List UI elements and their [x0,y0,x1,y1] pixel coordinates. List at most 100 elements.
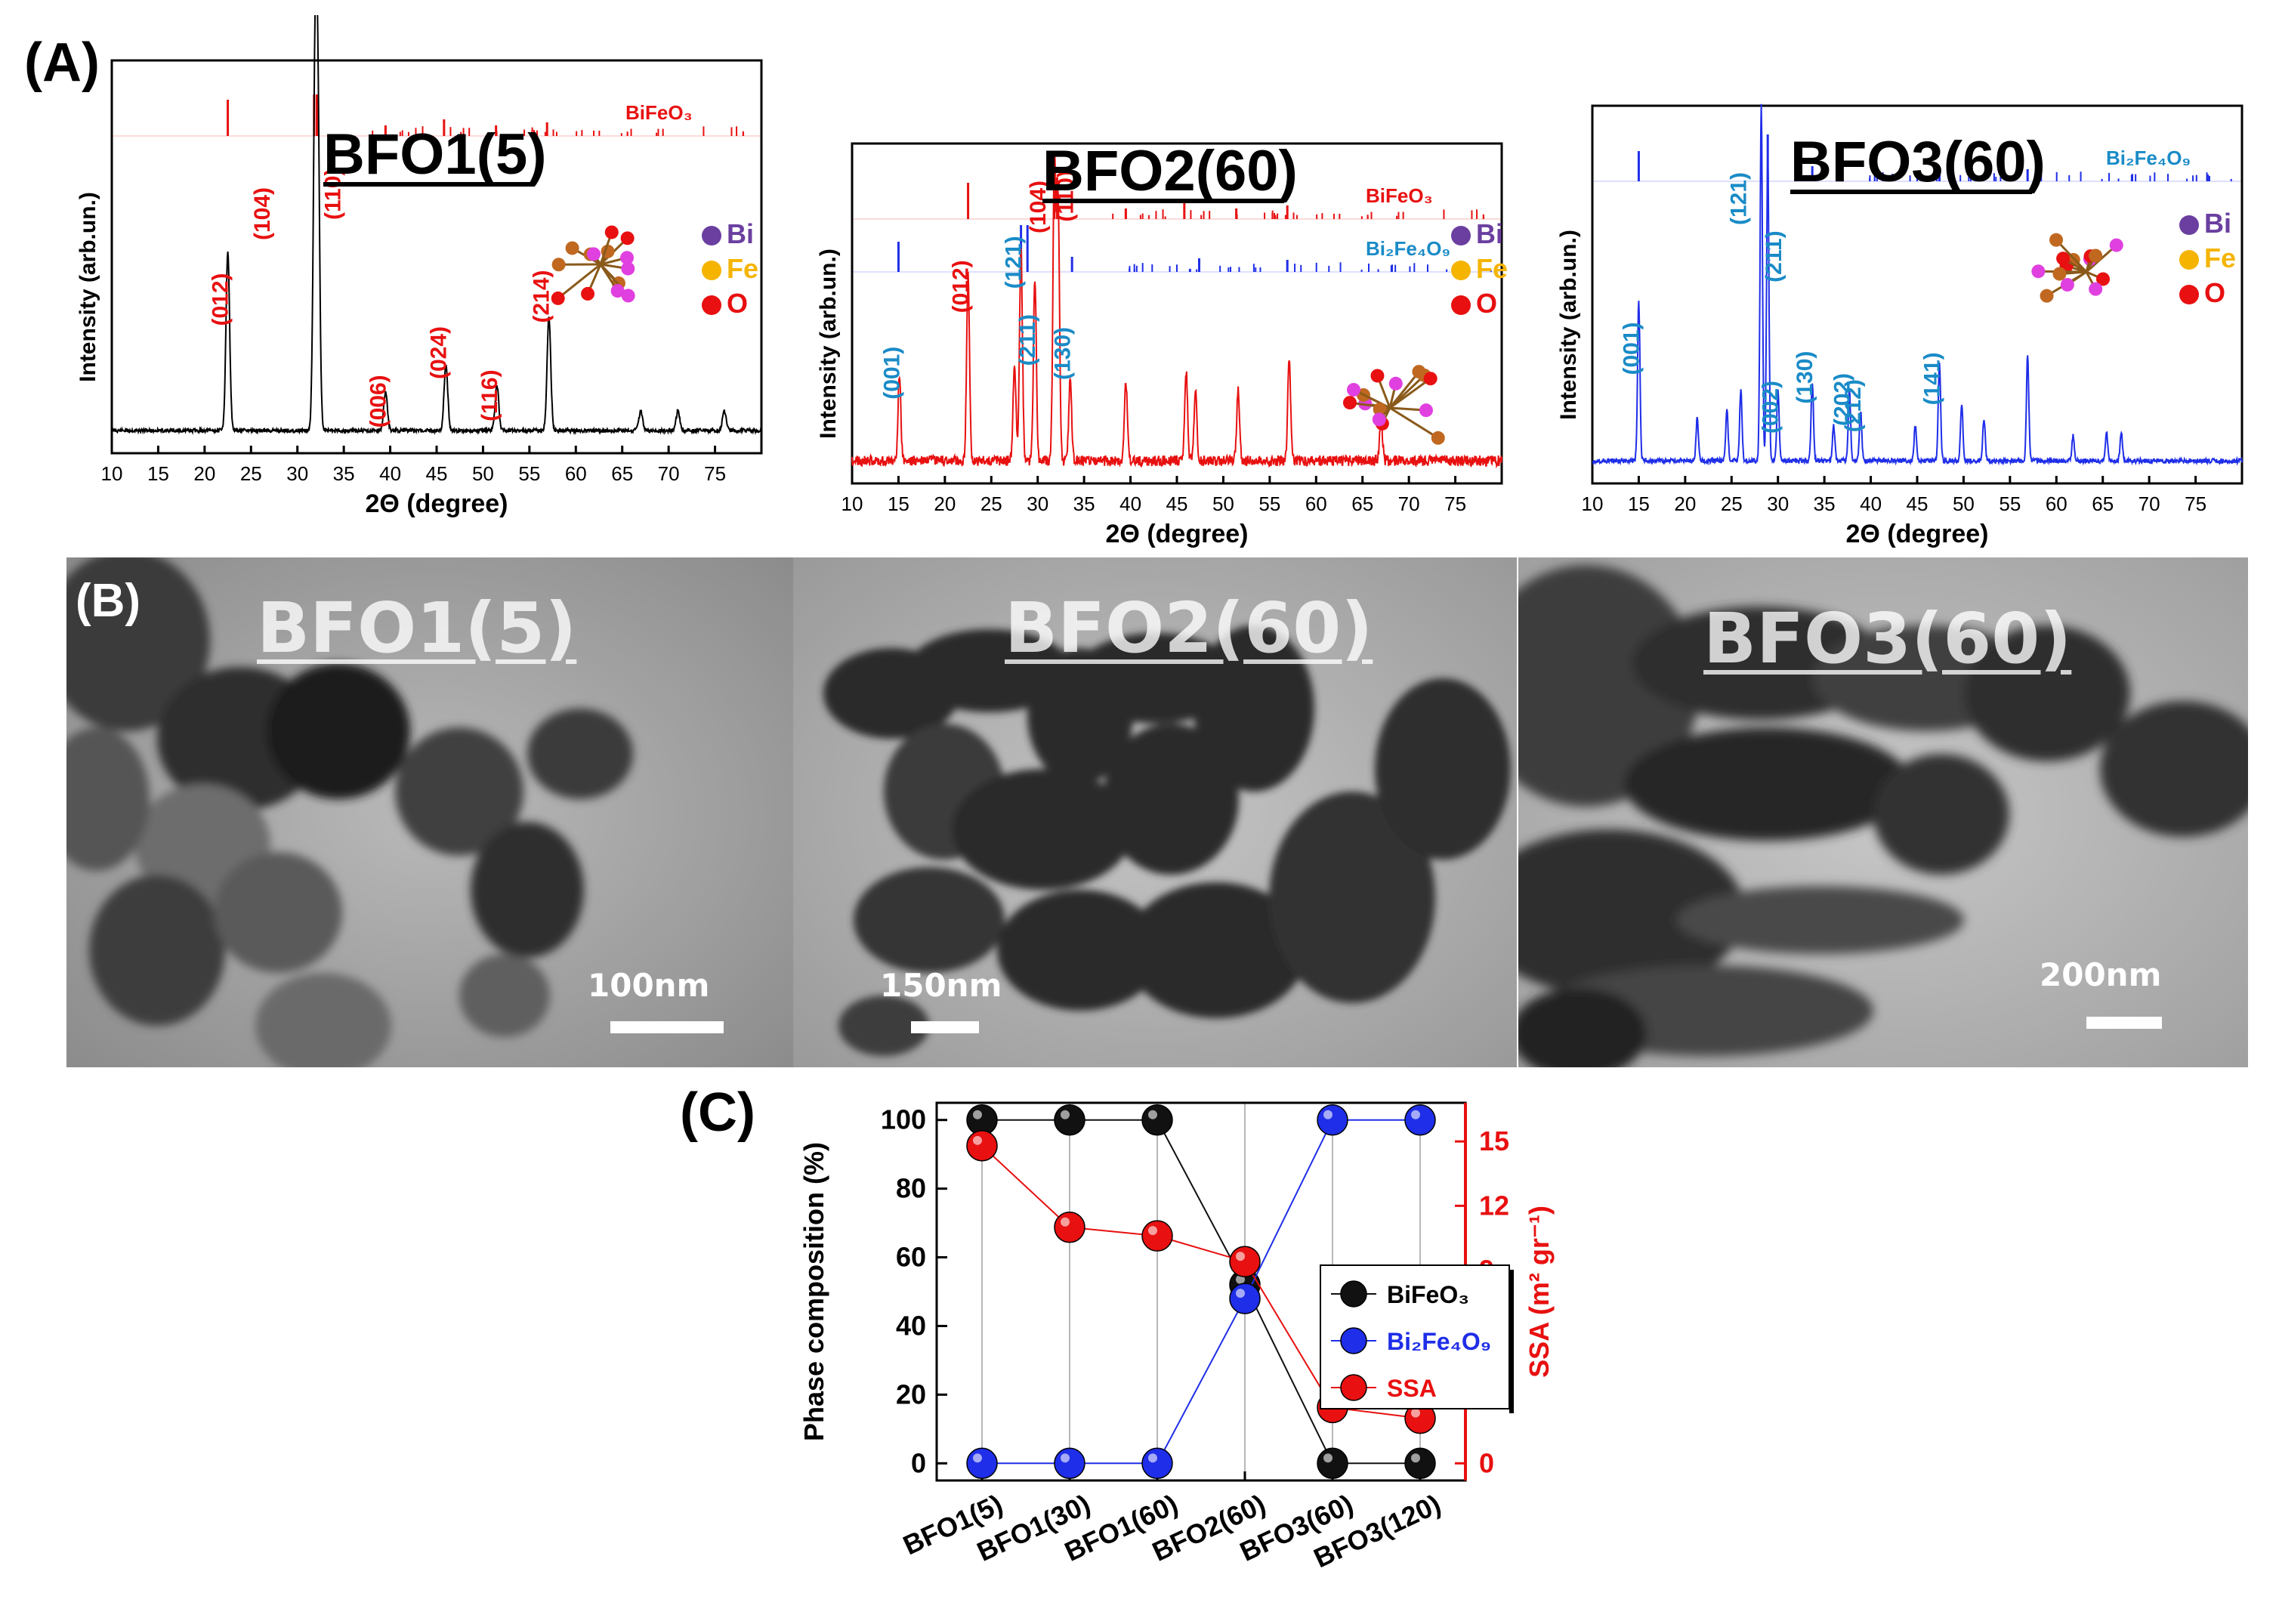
legend-label: SSA [1387,1375,1437,1402]
peak-label: (001) [1619,322,1644,375]
crystal-atom [565,241,579,255]
y-tick-label: 0 [911,1447,926,1478]
x-tick-label: 55 [518,462,540,485]
data-point-highlight [1411,1453,1420,1463]
legend-label: Bi [1476,218,1503,249]
crystal-atom [610,284,625,298]
peak-label: (002) [1759,381,1783,434]
x-tick-label: 15 [1628,492,1650,515]
y2-tick-label: 15 [1479,1125,1509,1156]
data-point [1141,1104,1173,1136]
data-point [1054,1212,1085,1243]
legend-label: Bi [727,218,754,249]
peak-label: (130) [1793,351,1817,404]
panel-a-label: (A) [24,32,100,93]
peak-label: (024) [426,326,451,379]
crystal-bond [2055,239,2088,273]
x-tick-label: 45 [1907,492,1929,515]
scale-bar-1 [610,1021,724,1033]
data-point [1404,1447,1436,1480]
legend-marker-o [2179,285,2199,304]
legend-label: O [1476,288,1497,319]
legend-marker-o [702,295,721,315]
data-point-highlight [1236,1289,1245,1298]
crystal-atom [2031,264,2046,279]
crystal-structure-icon [1342,365,1445,445]
crystal-atom [1370,369,1385,383]
tem-image-bfo1 [66,557,793,1067]
x-axis-label: 2Θ (degree) [1846,520,1989,548]
crystal-bond [557,263,601,300]
crystal-atom [2096,272,2111,286]
peak-label: (001) [880,347,905,400]
xrd-pattern-line [1592,103,2243,466]
crystal-atom [620,231,635,245]
x-tick-label: 25 [240,462,262,485]
xrd-chart-bfo1-5: BiFeO₃ (012) (104) (110) (006) (024) (116) (214… [76,15,763,518]
data-point-highlight [1323,1110,1333,1119]
tem-title-1: BFO1(5) [257,588,577,668]
peak-label: (121) [1727,172,1752,225]
data-point-highlight [1411,1408,1420,1418]
legend-label: O [2204,277,2225,308]
legend-label: Fe [727,253,758,284]
y-tick-label: 100 [881,1104,926,1135]
crystal-atom [2052,267,2067,281]
crystal-atom [1431,431,1445,445]
crystal-bond [1388,371,1420,409]
data-point-highlight [973,1453,982,1463]
tem-micrograph-1 [66,557,793,1067]
crystal-atom [2056,252,2071,266]
peak-label: (110) [1054,170,1079,221]
legend-marker [1340,1374,1367,1401]
y2-tick-label: 12 [1479,1190,1509,1221]
crystal-atom [604,225,619,239]
data-point-highlight [1061,1110,1070,1119]
x-tick-label: 55 [1258,492,1280,515]
data-point [1229,1283,1261,1314]
peak-label: (012) [208,273,233,326]
x-tick-label: 35 [1073,492,1095,515]
crystal-atom [1423,372,1437,386]
legend-shadow [1509,1270,1514,1413]
data-point [1229,1246,1261,1277]
peak-label: (012) [949,260,974,313]
x-tick-label: 15 [888,492,909,515]
data-point [966,1447,998,1480]
data-point [1141,1220,1173,1252]
reference-label: BiFeO₃ [625,101,693,124]
data-point [1404,1104,1436,1136]
crystal-atom [621,261,635,276]
xrd-chart-bfo3-60: Bi₂Fe₄O₉ (001) (121) (211) (002) (130) (202)(2… [1556,103,2243,548]
tem-image-bfo3 [1518,557,2248,1067]
sample-title: BFO1(5) [323,122,547,187]
crystal-atom [1412,365,1426,379]
tem-title-3: BFO3(60) [1703,598,2072,679]
crystal-atom [1347,382,1361,397]
legend-label: Bi [2204,208,2231,239]
peak-label: (116) [477,369,502,421]
data-point [1317,1104,1348,1136]
data-point [1054,1104,1085,1136]
x-tick-label: 75 [704,462,726,485]
data-point [1141,1447,1173,1480]
x-tick-label: 25 [980,492,1002,515]
crystal-atom [620,251,635,265]
y-tick-label: 80 [896,1173,926,1204]
x-tick-label: 65 [1351,492,1373,515]
x-axis-label: 2Θ (degree) [1106,520,1249,548]
x-axis-label: 2Θ (degree) [366,489,508,518]
y2-axis-label: SSA (m² gr⁻¹) [1524,1206,1555,1378]
data-point-highlight [1236,1274,1245,1284]
data-point-highlight [973,1135,982,1145]
reference-label: BiFeO₃ [1366,184,1433,207]
y-axis-label: Intensity (arb.un.) [76,192,100,382]
crystal-atom [2109,238,2123,252]
tem-micrograph-2 [793,557,1517,1067]
x-tick-label: 60 [1305,492,1327,515]
x-tick-label: 70 [658,462,680,485]
x-tick-label: 20 [193,462,215,485]
crystal-atom [1342,396,1357,410]
peak-label: (104) [250,187,275,240]
tem-micrograph-3 [1518,557,2248,1067]
